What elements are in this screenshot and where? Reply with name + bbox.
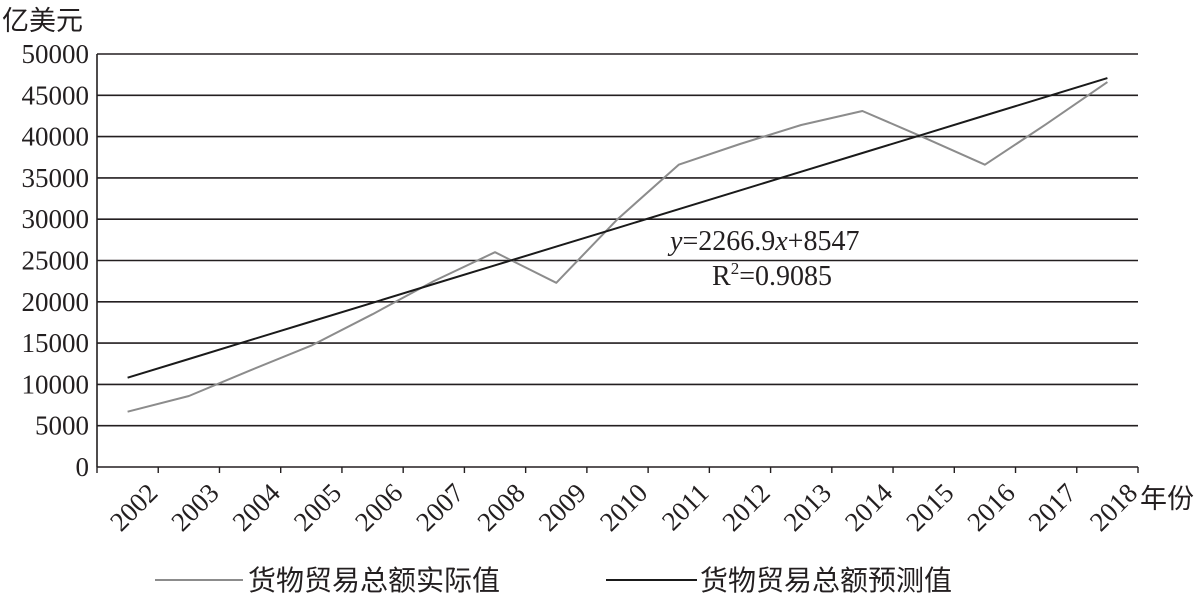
y-tick-label: 45000 bbox=[22, 80, 90, 110]
x-tick-label: 2014 bbox=[839, 477, 899, 537]
x-tick-label: 2004 bbox=[227, 477, 287, 537]
y-tick-label: 0 bbox=[76, 452, 90, 482]
r-squared: R2=0.9085 bbox=[712, 259, 832, 292]
series-line-predicted bbox=[127, 77, 1108, 379]
axes bbox=[96, 54, 1139, 473]
legend-label-predicted: 货物贸易总额预测值 bbox=[700, 564, 952, 597]
x-tick-label: 2002 bbox=[104, 478, 163, 537]
equation-coef: =2266.9 bbox=[682, 226, 775, 257]
y-tick-label: 30000 bbox=[22, 204, 90, 234]
y-tick-label: 10000 bbox=[22, 369, 90, 399]
equation-x: x bbox=[774, 226, 788, 257]
x-tick-label: 2011 bbox=[656, 478, 715, 537]
y-tick-label: 25000 bbox=[22, 246, 90, 276]
x-tick-label: 2015 bbox=[900, 478, 959, 537]
r2-value: =0.9085 bbox=[739, 261, 832, 292]
series-line-actual bbox=[127, 81, 1108, 413]
legend-label-actual: 货物贸易总额实际值 bbox=[248, 564, 500, 597]
y-tick-label: 5000 bbox=[35, 411, 89, 441]
equation-intercept: +8547 bbox=[788, 226, 860, 257]
y-tick-label: 50000 bbox=[22, 39, 90, 69]
regression-equation: y=2266.9x+8547 bbox=[667, 226, 859, 257]
x-tick-label: 2018 bbox=[1084, 478, 1143, 537]
x-tick-label: 2005 bbox=[288, 478, 347, 537]
x-tick-label: 2017 bbox=[1023, 478, 1082, 537]
r2-superscript: 2 bbox=[731, 259, 740, 278]
y-tick-label: 15000 bbox=[22, 328, 90, 358]
x-tick-label: 2007 bbox=[410, 478, 469, 537]
x-axis-label: 年份 bbox=[1140, 484, 1194, 515]
y-tick-labels: 0 5000 10000 15000 20000 25000 30000 35000 40000… bbox=[22, 39, 90, 482]
x-tick-label: 2009 bbox=[533, 478, 592, 537]
equation-y: y bbox=[667, 226, 683, 257]
y-axis-label: 亿美元 bbox=[2, 6, 83, 37]
x-tick-label: 2012 bbox=[716, 478, 775, 537]
series-lines bbox=[127, 77, 1108, 413]
y-tick-label: 35000 bbox=[22, 163, 90, 193]
y-tick-label: 20000 bbox=[22, 287, 90, 317]
legend: 货物贸易总额实际值 货物贸易总额预测值 bbox=[155, 564, 952, 597]
r2-base: R bbox=[712, 261, 731, 292]
x-tick-label: 2016 bbox=[961, 478, 1020, 537]
x-tick-label: 2013 bbox=[778, 478, 837, 537]
y-tick-label: 40000 bbox=[22, 122, 90, 152]
x-tick-label: 2006 bbox=[349, 478, 408, 537]
x-tick-labels: 2002 2003 2004 2005 2006 2007 2008 2009 2010 2011… bbox=[104, 477, 1143, 537]
x-tick-label: 2010 bbox=[594, 478, 653, 537]
x-tick-label: 2003 bbox=[165, 478, 224, 537]
x-tick-label: 2008 bbox=[471, 478, 530, 537]
